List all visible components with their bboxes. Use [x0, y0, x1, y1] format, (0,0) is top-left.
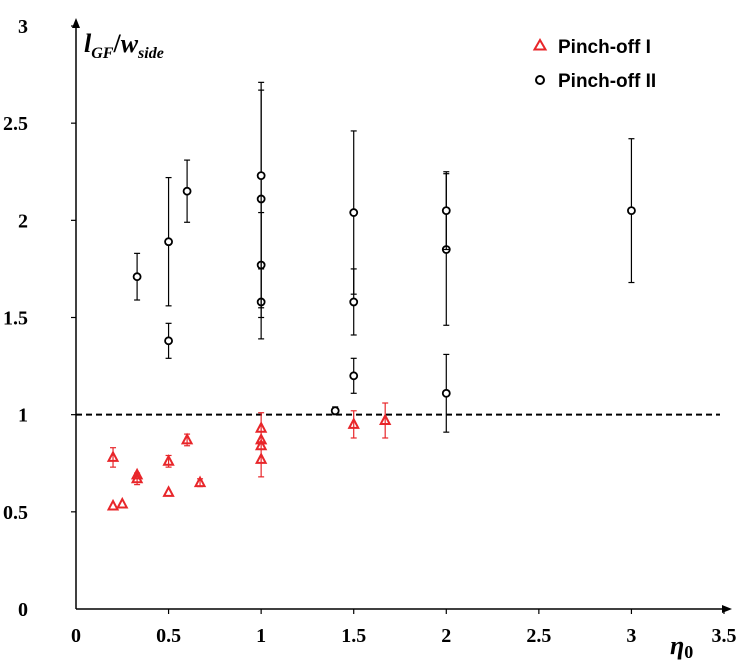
triangle-point — [193, 475, 207, 488]
circle-point — [441, 206, 451, 216]
circle-point — [164, 237, 173, 247]
legend-item-pinch-off-i: Pinch-off I — [532, 37, 651, 58]
y-tick-label: 1 — [18, 405, 28, 427]
x-axis-label: η0 — [670, 631, 693, 662]
legend-label-pinch-off-ii: Pinch-off II — [558, 71, 656, 92]
legend-circle-marker — [535, 75, 545, 85]
x-tick-label: 2.5 — [526, 625, 551, 647]
circle-point — [349, 297, 359, 307]
series-1 — [106, 402, 392, 511]
y-axis-label: lGF/wside — [84, 29, 164, 62]
triangle-point — [347, 417, 360, 429]
circle-point — [182, 186, 192, 196]
legend-triangle-marker — [532, 38, 548, 51]
triangle-point — [130, 467, 144, 480]
y-tick-label: 0 — [18, 599, 28, 621]
x-tick-label: 0.5 — [156, 625, 181, 647]
legend: Pinch-off I Pinch-off II — [532, 37, 656, 92]
series-2 — [132, 81, 636, 433]
circle-point — [330, 406, 340, 416]
y-tick-label: 1.5 — [3, 308, 28, 330]
circle-point — [164, 336, 173, 346]
triangle-point — [254, 452, 268, 464]
x-tick-label: 1 — [256, 625, 266, 647]
y-tick-label: 2.5 — [3, 113, 28, 135]
y-tick-label: 3 — [18, 16, 28, 38]
x-tick-label: 3 — [626, 625, 636, 647]
legend-item-pinch-off-ii: Pinch-off II — [535, 71, 656, 92]
legend-label-pinch-off-i: Pinch-off I — [558, 37, 651, 58]
y-tick-label: 2 — [18, 210, 28, 232]
circle-point — [441, 388, 451, 398]
triangle-point — [106, 450, 120, 462]
y-tick-label: 0.5 — [3, 502, 28, 524]
circle-point — [349, 208, 359, 217]
circle-point — [627, 206, 636, 216]
data-marks — [106, 81, 636, 511]
x-tick-label: 0 — [71, 625, 81, 647]
triangle-point — [180, 432, 194, 445]
triangle-point — [162, 454, 175, 466]
triangle-point — [379, 413, 392, 425]
triangle-point — [254, 421, 268, 433]
tick-labels: 0 0.5 1 1.5 2 2.5 3 3.5 0 0.5 1 1.5 2 2.5 3 — [3, 16, 737, 647]
axes — [71, 18, 732, 614]
circle-point — [256, 171, 266, 181]
triangle-point — [162, 485, 175, 497]
triangle-point — [116, 496, 129, 509]
x-tick-label: 2 — [441, 625, 451, 647]
triangle-point — [254, 438, 268, 451]
triangle-point — [106, 498, 120, 511]
x-tick-label: 1.5 — [341, 625, 366, 647]
x-tick-label: 3.5 — [712, 625, 737, 647]
circle-point — [349, 371, 359, 381]
circle-point — [132, 272, 142, 282]
